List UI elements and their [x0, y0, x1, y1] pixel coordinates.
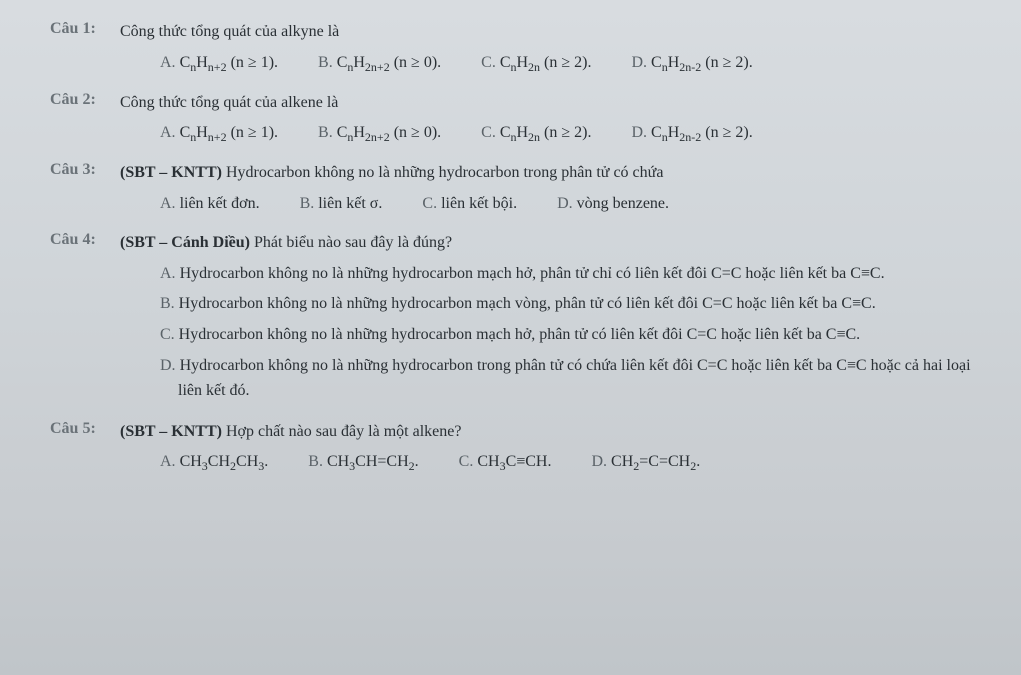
option-b: B. CnH2n+2 (n ≥ 0).	[318, 51, 441, 77]
option-d: D. CH2=C=CH2.	[591, 450, 700, 476]
option-d: D. Hydrocarbon không no là những hydroca…	[120, 354, 991, 404]
question-5: Câu 5:(SBT – KNTT) Hợp chất nào sau đây …	[50, 420, 991, 481]
question-content: Công thức tổng quát của alkyne là A. CnHn…	[120, 20, 991, 81]
question-stem: Công thức tổng quát của alkene là	[120, 91, 991, 116]
option-b: B. Hydrocarbon không no là những hydroca…	[120, 292, 991, 317]
question-4: Câu 4:(SBT – Cánh Diều) Phát biểu nào sa…	[50, 231, 991, 410]
question-content: (SBT – KNTT) Hợp chất nào sau đây là một…	[120, 420, 991, 481]
exam-container: Câu 1:Công thức tổng quát của alkyne là A…	[50, 20, 991, 480]
question-stem: (SBT – KNTT) Hợp chất nào sau đây là một…	[120, 420, 991, 445]
option-a: A. Hydrocarbon không no là những hydroca…	[120, 262, 991, 287]
question-label: Câu 2:	[50, 91, 120, 109]
options-row: A. liên kết đơn. B. liên kết σ. C. liên kế…	[120, 192, 991, 217]
option-b: B. liên kết σ.	[300, 192, 383, 217]
question-stem: (SBT – Cánh Diều) Phát biểu nào sau đây …	[120, 231, 991, 256]
option-b: B. CH3CH=CH2.	[308, 450, 418, 476]
question-content: (SBT – Cánh Diều) Phát biểu nào sau đây …	[120, 231, 991, 410]
options-row: A. CnHn+2 (n ≥ 1). B. CnH2n+2 (n ≥ 0). C. …	[120, 121, 991, 147]
options-row: A. CnHn+2 (n ≥ 1). B. CnH2n+2 (n ≥ 0). C. …	[120, 51, 991, 77]
question-1: Câu 1:Công thức tổng quát của alkyne là A…	[50, 20, 991, 81]
option-c: C. liên kết bội.	[422, 192, 517, 217]
question-content: Công thức tổng quát của alkene là A. CnHn…	[120, 91, 991, 152]
option-c: C. CH3C≡CH.	[459, 450, 552, 476]
question-stem: (SBT – KNTT) Hydrocarbon không no là nhữ…	[120, 161, 991, 186]
option-d: D. CnH2n-2 (n ≥ 2).	[631, 51, 752, 77]
question-stem: Công thức tổng quát của alkyne là	[120, 20, 991, 45]
question-label: Câu 5:	[50, 420, 120, 438]
option-a: A. CnHn+2 (n ≥ 1).	[160, 51, 278, 77]
question-label: Câu 4:	[50, 231, 120, 249]
question-3: Câu 3:(SBT – KNTT) Hydrocarbon không no …	[50, 161, 991, 221]
option-c: C. CnH2n (n ≥ 2).	[481, 51, 591, 77]
option-d: D. vòng benzene.	[557, 192, 669, 217]
option-c: C. Hydrocarbon không no là những hydroca…	[120, 323, 991, 348]
option-c: C. CnH2n (n ≥ 2).	[481, 121, 591, 147]
option-b: B. CnH2n+2 (n ≥ 0).	[318, 121, 441, 147]
question-content: (SBT – KNTT) Hydrocarbon không no là nhữ…	[120, 161, 991, 221]
option-a: A. liên kết đơn.	[160, 192, 260, 217]
question-2: Câu 2:Công thức tổng quát của alkene là A…	[50, 91, 991, 152]
options-row: A. CH3CH2CH3. B. CH3CH=CH2. C. CH3C≡CH. D. …	[120, 450, 991, 476]
question-label: Câu 3:	[50, 161, 120, 179]
option-a: A. CnHn+2 (n ≥ 1).	[160, 121, 278, 147]
option-d: D. CnH2n-2 (n ≥ 2).	[631, 121, 752, 147]
question-label: Câu 1:	[50, 20, 120, 38]
option-a: A. CH3CH2CH3.	[160, 450, 268, 476]
